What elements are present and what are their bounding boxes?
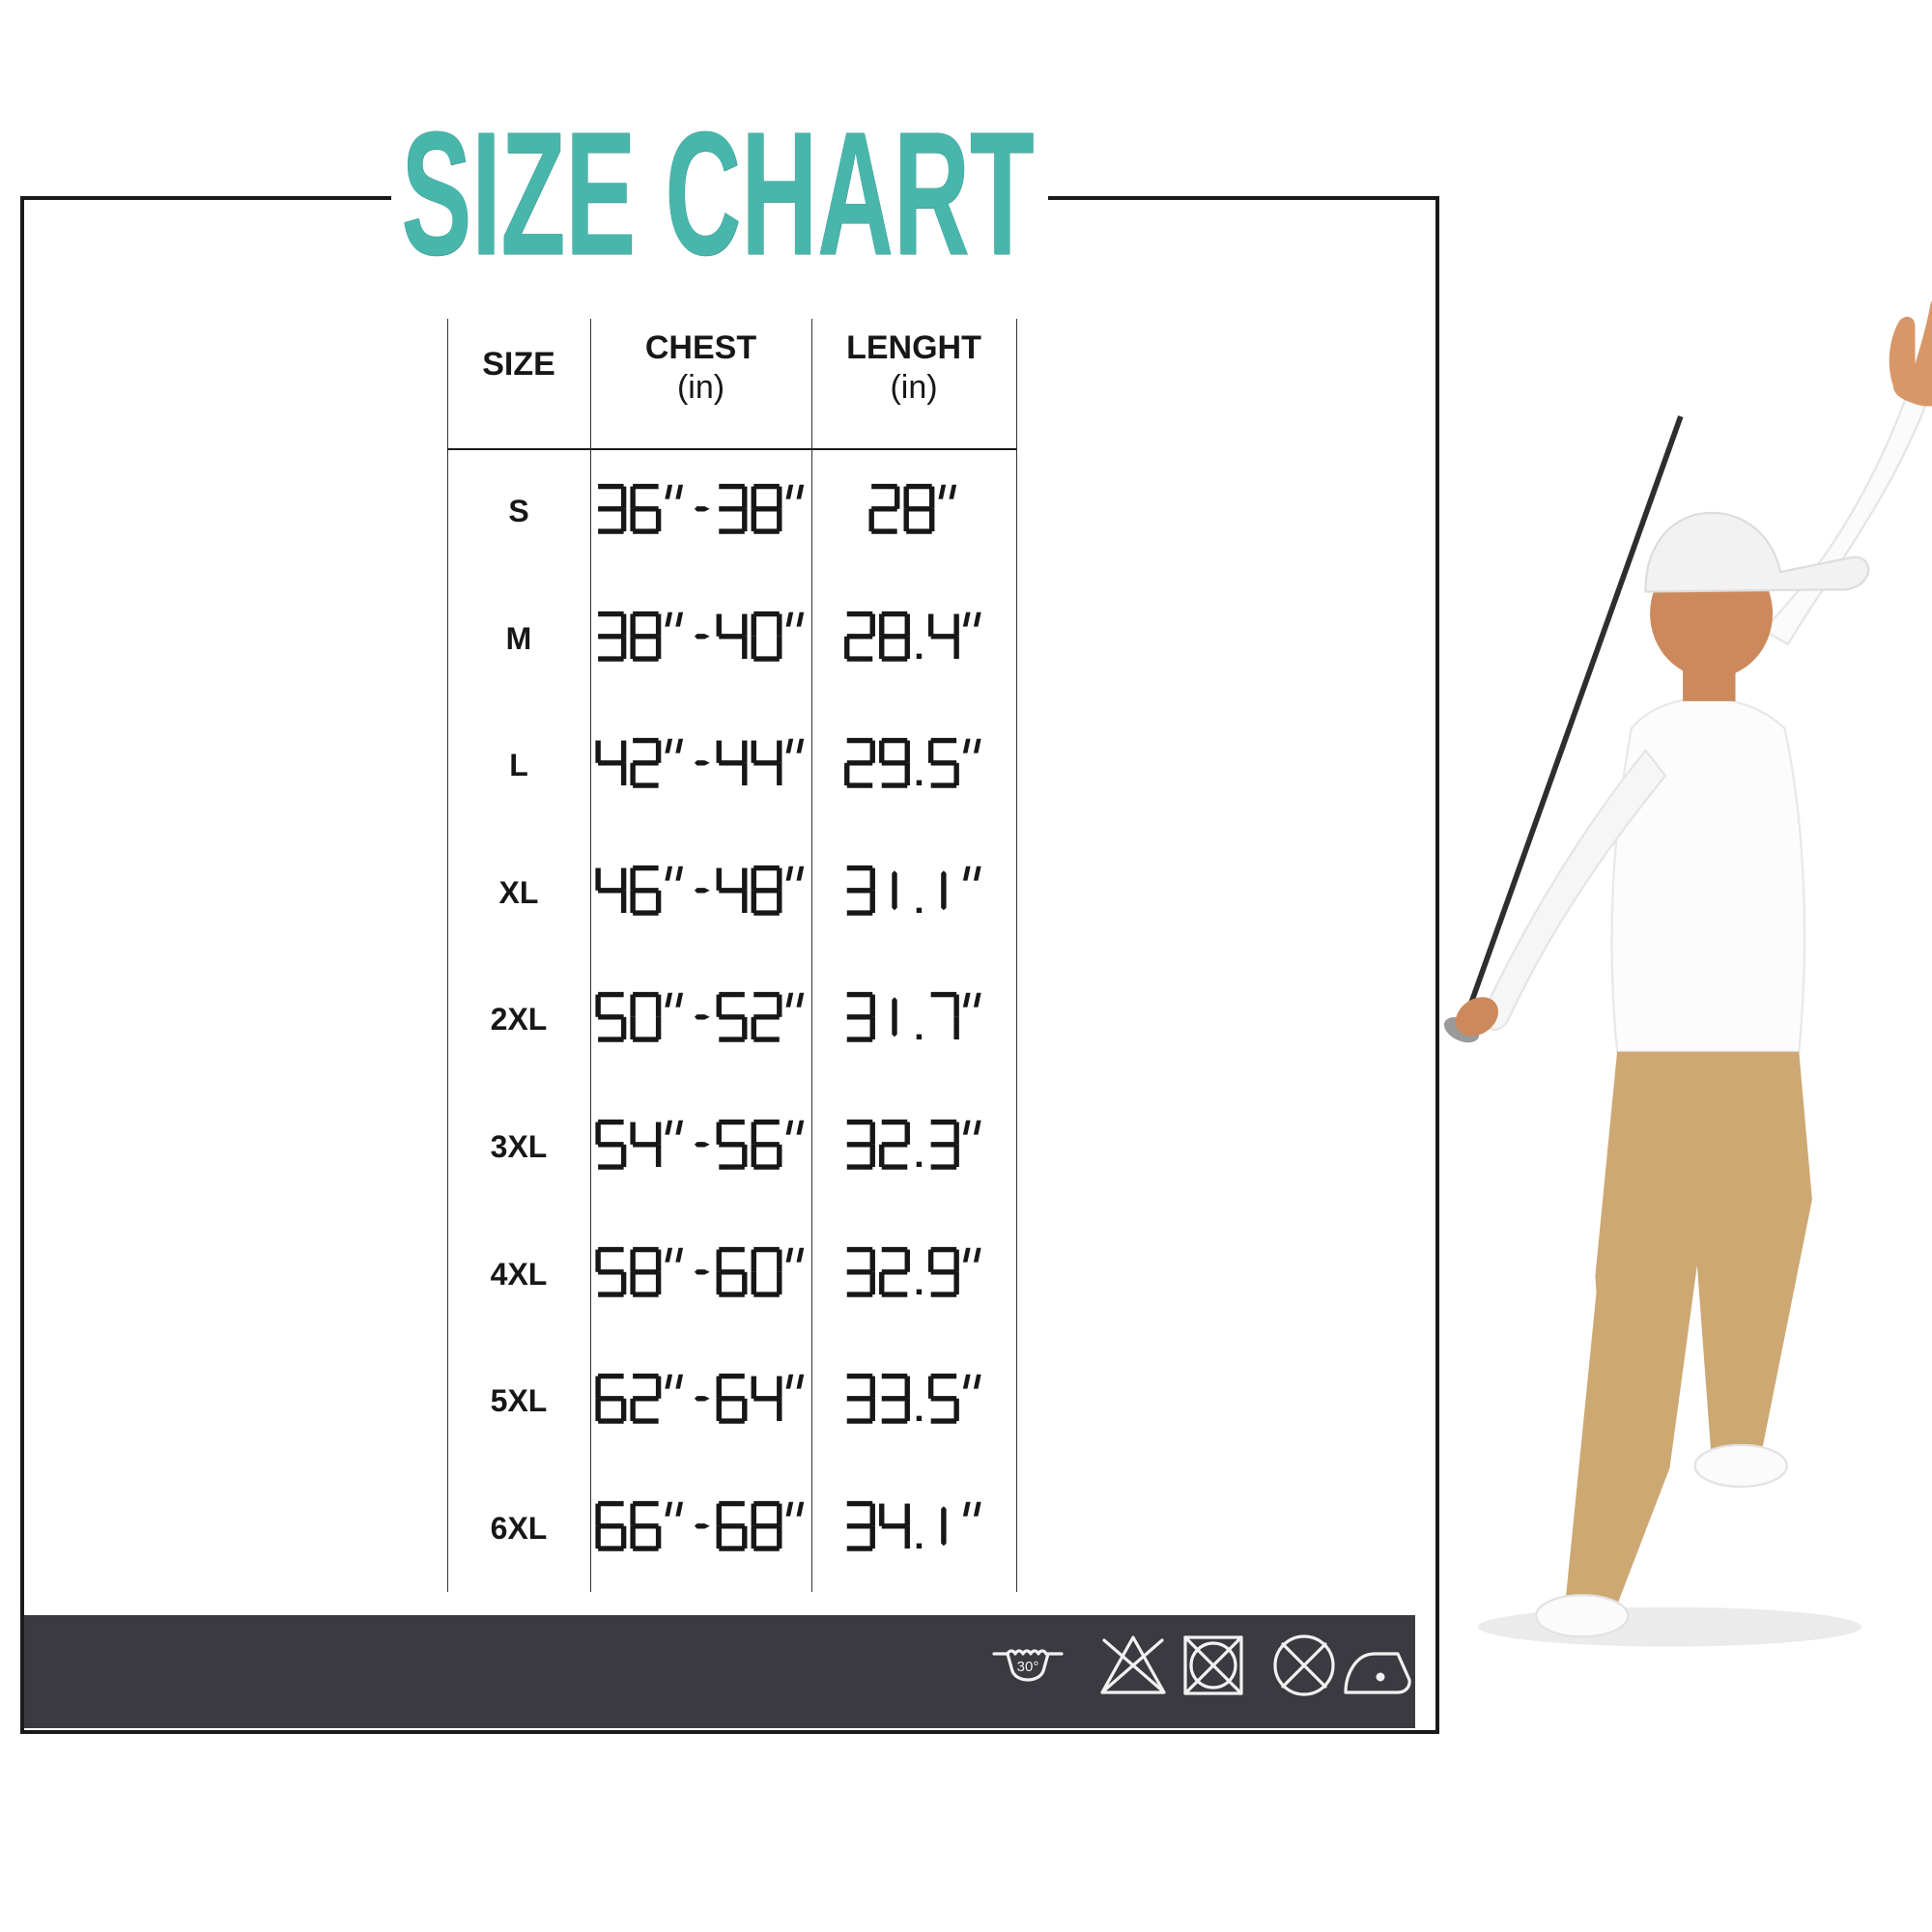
svg-text:30°: 30° [1017, 1659, 1039, 1675]
